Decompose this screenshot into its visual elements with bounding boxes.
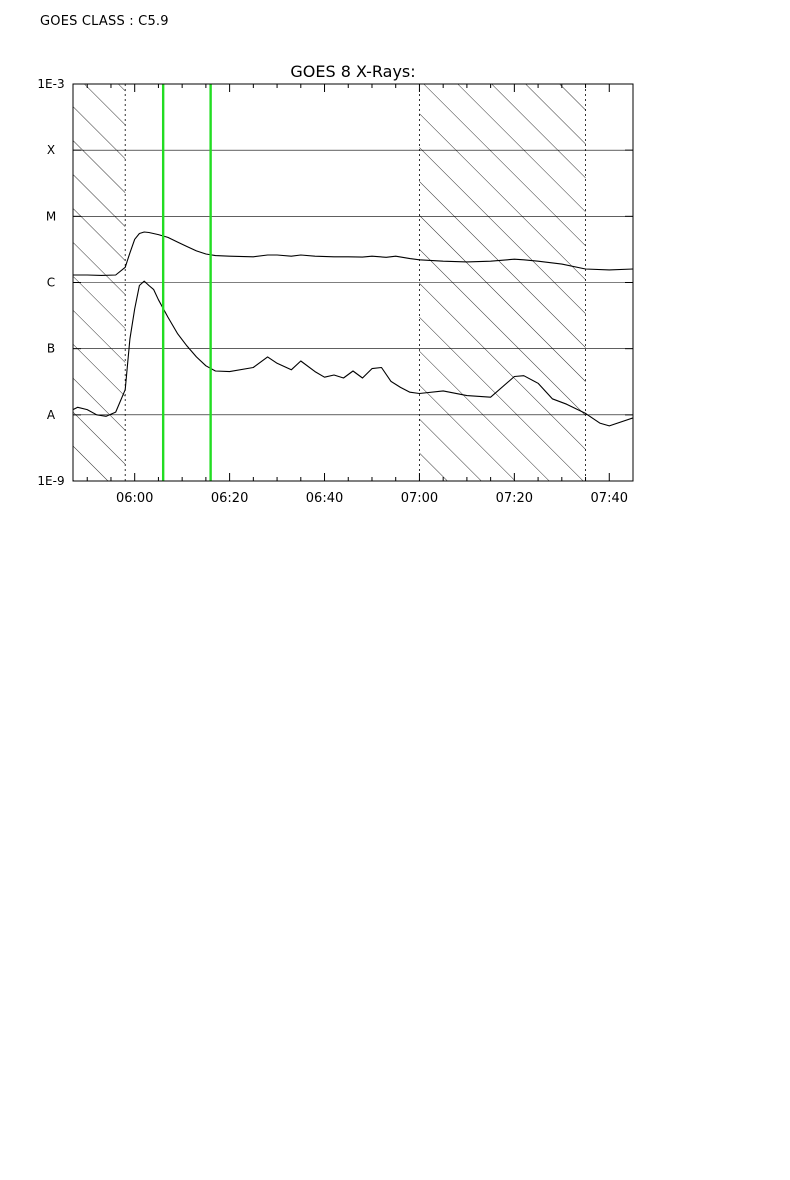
x-tick-label: 06:40 (306, 491, 343, 506)
y-tick-label: M (46, 209, 56, 223)
grid-lines (73, 149, 633, 416)
y-tick-label: C (47, 276, 55, 290)
y-tick-label: X (47, 143, 55, 157)
y-tick-label: 1E-9 (37, 474, 64, 488)
x-tick-label: 07:40 (591, 491, 628, 506)
chart-title: GOES 8 X-Rays: (290, 62, 415, 81)
y-axis-ticks: 1E-3 X M C B A 1E-9 (37, 77, 633, 488)
hatch-boundaries (124, 84, 586, 481)
x-tick-label: 07:00 (401, 491, 438, 506)
goes-class-label: GOES CLASS : C5.9 (40, 14, 169, 29)
short-channel-line (73, 280, 633, 427)
event-markers (161, 84, 212, 481)
y-tick-label: 1E-3 (37, 77, 64, 91)
x-tick-label: 07:20 (496, 491, 533, 506)
x-axis-ticks: 06:00 06:20 06:40 07:00 07:20 07:40 (86, 84, 628, 506)
y-tick-label: B (47, 342, 55, 356)
long-channel-line (73, 231, 633, 276)
x-tick-label: 06:00 (116, 491, 153, 506)
series-lines (73, 231, 633, 427)
x-tick-label: 06:20 (211, 491, 248, 506)
y-tick-label: A (47, 408, 56, 422)
